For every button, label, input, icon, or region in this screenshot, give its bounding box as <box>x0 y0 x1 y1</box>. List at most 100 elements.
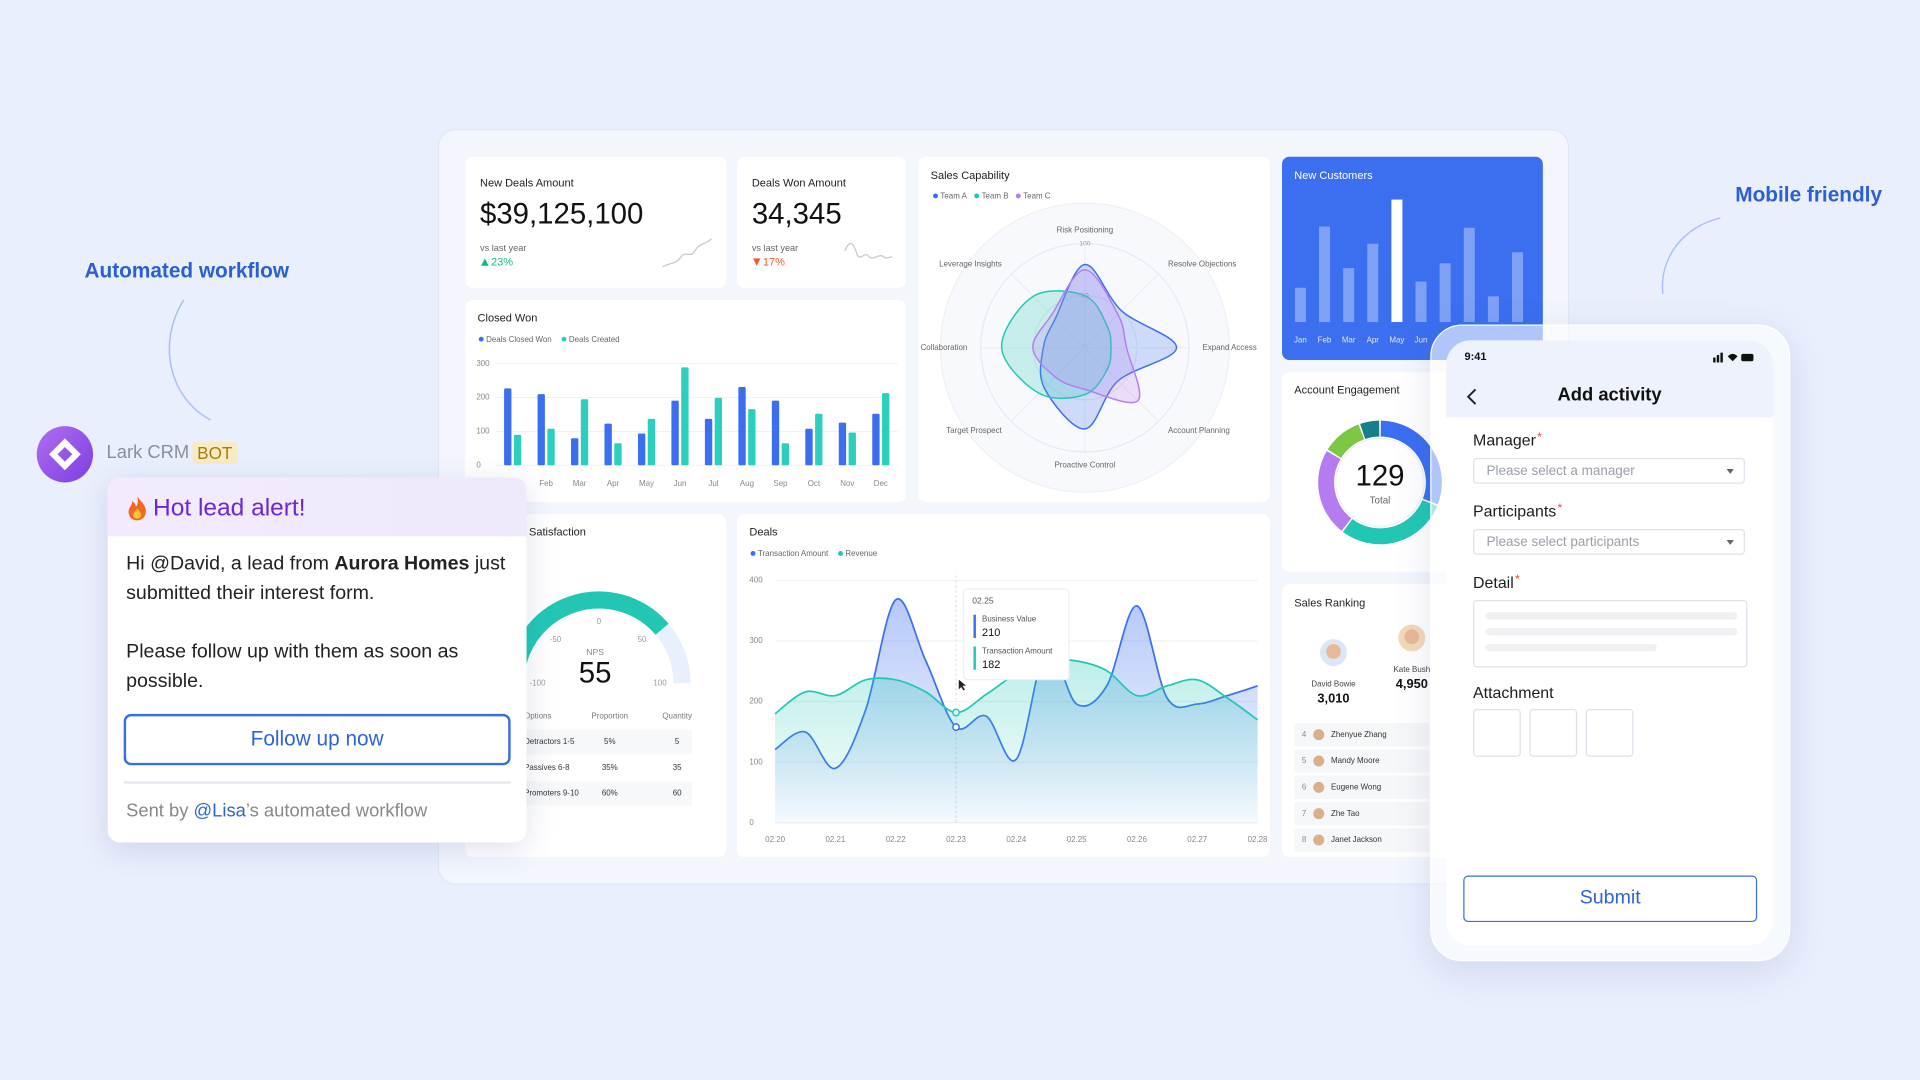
y-tick-label: 300 <box>749 636 763 645</box>
line-area <box>775 659 1258 823</box>
table-cell: 60 <box>673 789 682 798</box>
radar-axis-label: Collaboration <box>921 343 968 352</box>
table-cell: 35 <box>673 763 682 772</box>
legend-label: Deals Created <box>569 335 620 344</box>
follow-up-button[interactable]: Follow up now <box>123 713 511 766</box>
detail-input[interactable] <box>1473 600 1748 668</box>
manager-select[interactable]: Please select a manager <box>1473 457 1745 484</box>
table-cell: Promoters 9-10 <box>524 789 579 798</box>
gauge-tick-label: -50 <box>550 635 562 644</box>
field-label-text: Participants <box>1473 502 1557 521</box>
bot-avatar <box>36 426 94 483</box>
legend-dot <box>478 336 484 342</box>
attachment-slot[interactable] <box>1473 708 1521 757</box>
bar <box>771 400 780 466</box>
ranking-value: 4,950 <box>1396 676 1428 691</box>
annotation-curve <box>168 299 211 421</box>
bot-badge: BOT <box>192 442 238 465</box>
donut-segment <box>1318 450 1352 531</box>
kpi-compare: vs last year <box>752 243 798 253</box>
ranking-name: David Bowie <box>1311 680 1356 689</box>
avatar-face <box>1326 644 1341 659</box>
table-cell: 35% <box>602 763 618 772</box>
kpi-compare: vs last year <box>480 243 526 253</box>
x-tick-label: Jul <box>708 479 718 488</box>
table-cell: 5 <box>675 737 680 746</box>
legend-label: Revenue <box>845 549 877 558</box>
trend-arrow <box>753 258 761 266</box>
ranking-name: Kate Bush <box>1394 665 1431 674</box>
ranking-row <box>1294 775 1429 799</box>
participants-select[interactable]: Please select participants <box>1473 528 1745 555</box>
table-cell: Passives 6-8 <box>524 763 570 772</box>
radar-axis-label: Expand Access <box>1202 343 1256 352</box>
bar <box>714 397 723 466</box>
x-tick-label: Oct <box>808 479 821 488</box>
card-title: Deals <box>749 527 778 539</box>
donut-segment <box>1360 420 1380 440</box>
x-tick-label: 02.23 <box>946 835 966 844</box>
x-tick-label: 02.28 <box>1248 835 1268 844</box>
field-label: Manager* <box>1473 431 1542 449</box>
bot-logo <box>48 438 81 471</box>
gauge-tick-label: 100 <box>653 678 667 687</box>
attachment-slot[interactable] <box>1529 708 1578 757</box>
bar <box>781 443 789 466</box>
bar <box>1391 199 1403 323</box>
ranking-name: Zhe Tao <box>1331 809 1360 818</box>
x-tick-label: Jun <box>1415 336 1428 345</box>
sparkline <box>662 238 712 268</box>
alert-header <box>107 477 527 537</box>
footer-mention[interactable]: @Lisa <box>193 800 246 822</box>
field-label: Participants* <box>1473 502 1562 520</box>
alert-body: Hi @David, a lead from Aurora Homes just… <box>126 550 510 697</box>
avatar <box>1313 781 1325 793</box>
card-title: Closed Won <box>478 312 538 324</box>
tooltip-value: 210 <box>982 627 1000 639</box>
back-button[interactable] <box>1463 387 1480 407</box>
y-tick-label: 0 <box>476 460 481 469</box>
required-mark: * <box>1537 431 1542 445</box>
fire-icon <box>128 495 146 521</box>
bar <box>805 428 813 466</box>
gauge-tick-label: -100 <box>530 678 546 687</box>
message-company: Aurora Homes <box>334 553 470 575</box>
card-title: New Customers <box>1294 170 1373 182</box>
annotation-curve <box>1661 217 1721 294</box>
bar <box>681 367 689 466</box>
donut-total: 129 <box>1355 459 1404 492</box>
x-tick-label: May <box>1389 336 1404 345</box>
placeholder-line <box>1485 628 1738 636</box>
card <box>1282 156 1543 360</box>
message-text: Hi @David, a lead from <box>126 553 335 575</box>
y-tick-label: 200 <box>749 697 763 706</box>
annotation: Mobile friendly <box>1735 183 1882 206</box>
field-label-text: Detail <box>1473 573 1514 592</box>
field-label: Detail* <box>1473 573 1520 591</box>
kpi-value: 34,345 <box>752 197 842 230</box>
bar <box>748 409 756 466</box>
radar-axis-label: Resolve Objections <box>1168 260 1236 269</box>
legend-dot <box>561 336 567 342</box>
required-mark: * <box>1515 573 1520 587</box>
avatar-face <box>1404 629 1420 645</box>
submit-button[interactable]: Submit <box>1463 875 1758 923</box>
radar-area <box>1032 268 1141 404</box>
radar-axis-label: Proactive Control <box>1054 460 1115 469</box>
bar <box>872 413 880 466</box>
ranking-row <box>1294 749 1429 773</box>
ranking-rank: 5 <box>1302 756 1307 765</box>
gauge-tick-label: 50 <box>638 635 647 644</box>
bar <box>1463 227 1475 323</box>
legend-label: Transaction Amount <box>758 549 829 558</box>
legend-dot <box>974 193 980 199</box>
ranking-value: 3,010 <box>1317 691 1349 706</box>
attachment-slot[interactable] <box>1585 708 1634 757</box>
x-tick-label: May <box>639 479 654 488</box>
x-tick-label: Sep <box>773 479 788 488</box>
tooltip-name: Business Value <box>982 615 1037 624</box>
legend-dot <box>1015 193 1021 199</box>
bar <box>1294 287 1306 323</box>
